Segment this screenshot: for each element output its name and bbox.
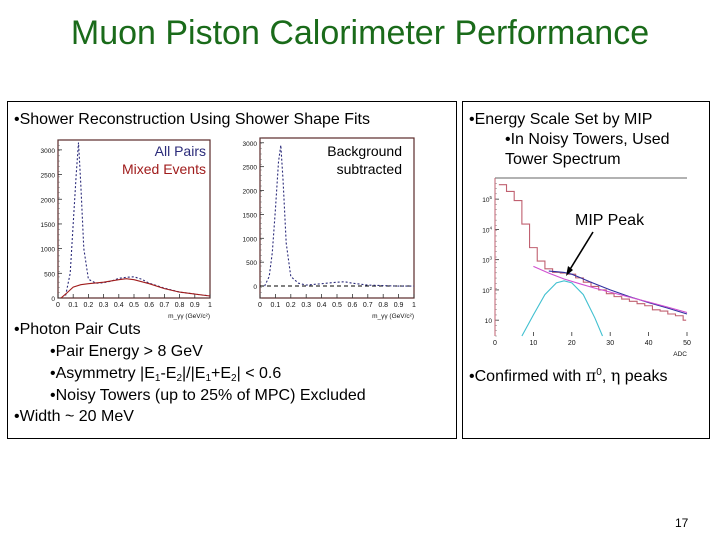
pair-energy-text: Pair Energy > 8 GeV — [55, 343, 203, 360]
shower-reconstruction-text: Shower Reconstruction Using Shower Shape… — [19, 111, 370, 128]
noisy-towers-line-1: In Noisy Towers, Used — [510, 131, 670, 148]
svg-text:10: 10 — [485, 318, 493, 325]
svg-text:m_γγ (GeV/c²): m_γγ (GeV/c²) — [168, 313, 210, 320]
asym-part: | < 0.6 — [236, 365, 282, 382]
right-panel: Energy Scale Set by MIP In Noisy Towers,… — [462, 101, 710, 439]
asym-part: +E — [211, 365, 232, 382]
svg-text:103: 103 — [482, 256, 492, 265]
svg-text:2000: 2000 — [243, 189, 258, 196]
svg-text:102: 102 — [482, 286, 492, 295]
svg-text:0: 0 — [493, 340, 497, 347]
mip-peak-label: MIP Peak — [575, 212, 645, 229]
svg-text:3000: 3000 — [41, 148, 56, 155]
svg-text:0.8: 0.8 — [378, 302, 388, 309]
svg-text:0.5: 0.5 — [129, 302, 139, 309]
pi-symbol: π — [585, 366, 597, 385]
svg-text:50: 50 — [683, 340, 691, 347]
background-subtracted-plot: 0 500 1000 1500 2000 2500 3000 0 0.1 0.2 0.3 0.4 0.5… — [216, 136, 418, 324]
svg-text:2500: 2500 — [41, 173, 56, 180]
svg-text:0.1: 0.1 — [68, 302, 78, 309]
legend-mixed-events: Mixed Events — [121, 161, 206, 177]
svg-text:1500: 1500 — [41, 222, 56, 229]
svg-text:0.3: 0.3 — [301, 302, 311, 309]
asym-sub: 1 — [205, 373, 212, 384]
svg-text:0.2: 0.2 — [84, 302, 94, 309]
plot-canvas: 0 500 1000 1500 2000 2500 3000 0 0.1 0.2 0.3 0.4 0.5… — [41, 139, 212, 320]
asymmetry-cut: Asymmetry |E1-E2|/|E1+E2| < 0.6 — [50, 364, 282, 384]
asym-part: Asymmetry |E — [55, 365, 155, 382]
svg-text:0.1: 0.1 — [271, 302, 281, 309]
svg-text:0.3: 0.3 — [99, 302, 109, 309]
slide-title: Muon Piston Calorimeter Performance — [70, 14, 650, 52]
svg-text:10: 10 — [530, 340, 538, 347]
plot-legend: All Pairs Mixed Events — [98, 142, 206, 178]
svg-text:0: 0 — [51, 296, 55, 303]
svg-text:1: 1 — [208, 302, 212, 309]
svg-text:104: 104 — [482, 225, 492, 234]
svg-text:0.9: 0.9 — [190, 302, 200, 309]
bg-label-line-1: Background — [327, 143, 402, 159]
energy-scale-bullet: Energy Scale Set by MIP — [469, 110, 653, 129]
bg-label-line-2: subtracted — [336, 161, 402, 177]
svg-text:500: 500 — [246, 260, 257, 267]
svg-text:1000: 1000 — [243, 236, 258, 243]
adc-spectrum-plot: 10 102 103 104 105 0 10 20 30 40 50 ADC — [473, 176, 698, 366]
svg-text:30: 30 — [606, 340, 614, 347]
width-bullet: Width ~ 20 MeV — [14, 407, 134, 426]
svg-text:20: 20 — [568, 340, 576, 347]
confirmed-bullet: Confirmed with π0, η peaks — [469, 366, 668, 386]
svg-text:105: 105 — [482, 195, 492, 204]
svg-text:2500: 2500 — [243, 165, 258, 172]
svg-text:0: 0 — [56, 302, 60, 309]
plot-canvas: 0 500 1000 1500 2000 2500 3000 0 0.1 0.2 0.3 0.4 0.5… — [243, 137, 416, 320]
photon-pair-cuts-text: Photon Pair Cuts — [19, 321, 141, 338]
asym-sub: 2 — [231, 373, 237, 384]
svg-text:0.4: 0.4 — [114, 302, 124, 309]
svg-text:0.7: 0.7 — [160, 302, 170, 309]
svg-text:40: 40 — [645, 340, 653, 347]
noisy-towers-bullet: In Noisy Towers, Used — [505, 130, 670, 149]
svg-text:3000: 3000 — [243, 141, 258, 148]
svg-text:0.5: 0.5 — [332, 302, 342, 309]
svg-text:ADC: ADC — [673, 351, 687, 358]
photon-pair-cuts-bullet: Photon Pair Cuts — [14, 320, 141, 339]
width-text: Width ~ 20 MeV — [19, 408, 134, 425]
legend-all-pairs: All Pairs — [154, 143, 206, 159]
plot-canvas: 10 102 103 104 105 0 10 20 30 40 50 ADC — [482, 177, 691, 358]
noisy-towers-cut: Noisy Towers (up to 25% of MPC) Excluded — [50, 386, 366, 405]
asym-part: |/|E — [182, 365, 206, 382]
pair-energy-cut: Pair Energy > 8 GeV — [50, 342, 203, 361]
svg-text:0.4: 0.4 — [317, 302, 327, 309]
svg-text:1000: 1000 — [41, 247, 56, 254]
svg-text:0.6: 0.6 — [144, 302, 154, 309]
shower-reconstruction-bullet: Shower Reconstruction Using Shower Shape… — [14, 110, 370, 129]
background-subtracted-label: Background subtracted — [298, 142, 402, 178]
svg-text:2000: 2000 — [41, 197, 56, 204]
asym-sub: 1 — [154, 373, 161, 384]
svg-text:0.6: 0.6 — [348, 302, 358, 309]
confirm-text: Confirmed with — [474, 368, 586, 385]
svg-text:0.9: 0.9 — [394, 302, 404, 309]
svg-text:0.8: 0.8 — [175, 302, 185, 309]
left-panel: Shower Reconstruction Using Shower Shape… — [7, 101, 457, 439]
asym-sub: 2 — [176, 373, 183, 384]
svg-text:500: 500 — [44, 271, 55, 278]
all-pairs-mass-plot: 0 500 1000 1500 2000 2500 3000 0 0.1 0.2 0.3 0.4 0.5… — [16, 138, 216, 324]
energy-scale-text: Energy Scale Set by MIP — [474, 111, 653, 128]
svg-text:0.2: 0.2 — [286, 302, 296, 309]
eta-symbol: η — [610, 366, 621, 385]
pi-superscript: 0 — [596, 367, 602, 378]
svg-text:0: 0 — [258, 302, 262, 309]
page-number: 17 — [675, 516, 689, 530]
confirm-text: , — [601, 368, 611, 385]
asym-part: -E — [160, 365, 177, 382]
svg-text:m_γγ (GeV/c²): m_γγ (GeV/c²) — [372, 313, 414, 320]
noisy-towers-text: Noisy Towers (up to 25% of MPC) Excluded — [55, 387, 366, 404]
svg-text:0.7: 0.7 — [363, 302, 373, 309]
confirm-text: peaks — [620, 368, 668, 385]
svg-text:1500: 1500 — [243, 212, 258, 219]
svg-text:0: 0 — [253, 284, 257, 291]
noisy-towers-line-2: Tower Spectrum — [505, 151, 621, 168]
svg-text:1: 1 — [412, 302, 416, 309]
